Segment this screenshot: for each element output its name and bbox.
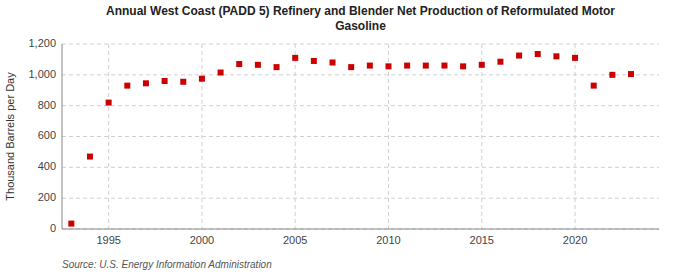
x-tick-label: 2000: [190, 234, 214, 246]
point: [423, 63, 429, 69]
x-grid-line: [108, 44, 109, 229]
point: [143, 80, 149, 86]
point: [516, 53, 522, 59]
x-tick-label: 2015: [470, 234, 494, 246]
point: [162, 78, 168, 84]
y-tick-label: 600: [38, 129, 56, 141]
point: [236, 61, 242, 67]
x-grid-line: [201, 44, 202, 229]
x-tick-label: 2010: [376, 234, 400, 246]
y-tick-label: 1,200: [28, 37, 56, 49]
point: [367, 63, 373, 69]
y-axis-label: Thousand Barrels per Day: [4, 72, 16, 201]
y-tick-label: 0: [50, 222, 56, 234]
x-tick-label: 2020: [563, 234, 587, 246]
point: [292, 55, 298, 61]
x-axis-line: [62, 229, 659, 230]
x-grid-line: [481, 44, 482, 229]
point: [311, 58, 317, 64]
point: [404, 63, 410, 69]
y-tick-label: 400: [38, 160, 56, 172]
point: [609, 72, 615, 78]
point: [479, 62, 485, 68]
point: [385, 63, 391, 69]
y-grid-line: [62, 229, 659, 230]
point: [628, 71, 634, 77]
point: [199, 76, 205, 82]
y-tick-label: 200: [38, 191, 56, 203]
points: [68, 51, 634, 227]
x-grid-line: [295, 44, 296, 229]
point: [106, 100, 112, 106]
axes: 0 200 400 600 800 1,000 1,200 1995 2000 2005 2010 2…: [28, 37, 659, 246]
point: [218, 70, 224, 76]
chart-container: 0 200 400 600 800 1,000 1,200 1995 2000 2005 2010 2…: [0, 0, 675, 275]
point: [330, 60, 336, 66]
x-tick-label: 2005: [283, 234, 307, 246]
point: [441, 63, 447, 69]
x-tick-label: 1995: [96, 234, 120, 246]
point: [591, 83, 597, 89]
title-line: Annual West Coast (PADD 5) Refinery and …: [106, 4, 615, 18]
point: [124, 83, 130, 89]
point: [274, 64, 280, 70]
y-grid-line: [62, 198, 659, 199]
point: [460, 63, 466, 69]
y-tick-label: 800: [38, 99, 56, 111]
title: Annual West Coast (PADD 5) Refinery and …: [106, 4, 615, 33]
y-axis-line: [62, 44, 63, 229]
point: [497, 59, 503, 65]
point: [535, 51, 541, 57]
point: [68, 221, 74, 227]
title-line: Gasoline: [335, 19, 386, 33]
point: [87, 154, 93, 160]
y-grid-line: [62, 105, 659, 106]
point: [255, 62, 261, 68]
source-note: Source: U.S. Energy Information Administ…: [62, 259, 272, 270]
point: [348, 64, 354, 70]
y-grid-line: [62, 74, 659, 75]
y-grid-line: [62, 167, 659, 168]
point: [572, 55, 578, 61]
grid: [62, 44, 659, 229]
y-grid-line: [62, 136, 659, 137]
y-tick-label: 1,000: [28, 68, 56, 80]
point: [553, 53, 559, 59]
x-grid-line: [388, 44, 389, 229]
x-grid-line: [575, 44, 576, 229]
y-grid-line: [62, 44, 659, 45]
point: [180, 79, 186, 85]
chart-svg: 0 200 400 600 800 1,000 1,200 1995 2000 2005 2010 2…: [0, 0, 675, 275]
